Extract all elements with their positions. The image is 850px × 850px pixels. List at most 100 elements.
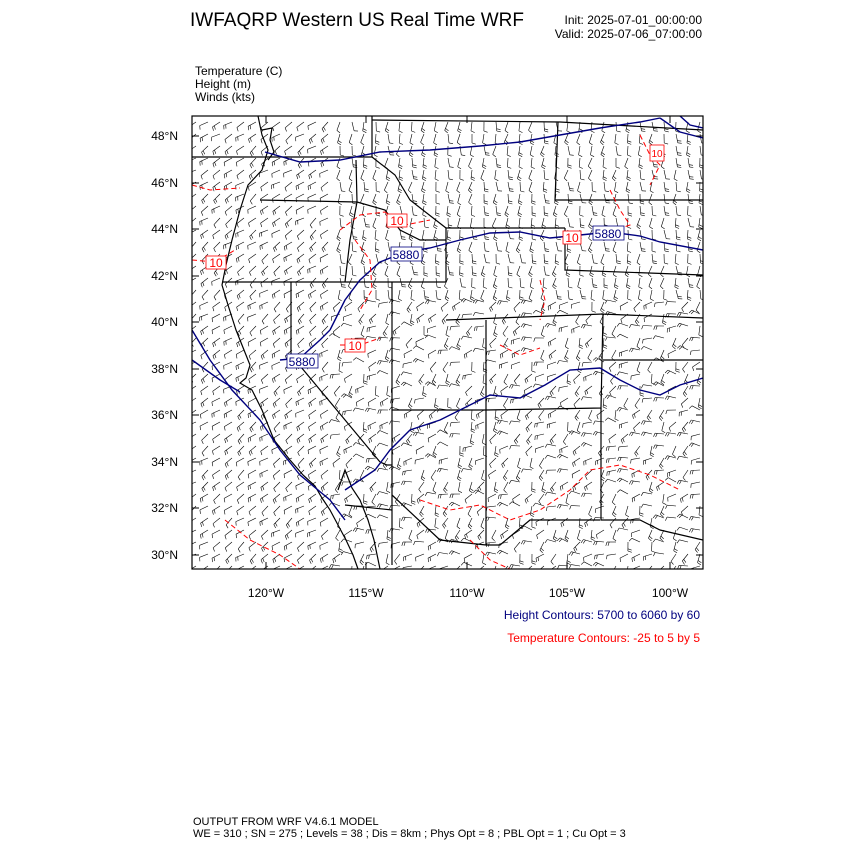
wind-barb-flag — [296, 522, 298, 527]
wind-barb-flag — [337, 248, 341, 252]
wind-barb — [503, 469, 509, 478]
wind-barb-flag — [664, 250, 669, 253]
wind-barb — [339, 217, 342, 227]
wind-barb-flag — [515, 477, 520, 482]
wind-barb — [434, 157, 437, 167]
wind-barb — [679, 539, 689, 543]
wind-barb-flag — [272, 414, 274, 419]
wind-barb-flag — [641, 250, 646, 252]
wind-barb — [559, 360, 569, 363]
wind-barb-flag — [686, 142, 691, 145]
wind-barb-flag — [272, 343, 275, 348]
wind-barb — [691, 481, 701, 485]
wind-barb-flag — [660, 382, 665, 386]
wind-barb-flag — [284, 535, 288, 540]
wind-barb-flag — [227, 571, 229, 575]
wind-barb-flag — [376, 514, 380, 519]
wind-barb — [468, 457, 473, 467]
wind-barb — [296, 517, 305, 523]
wind-barb-flag — [226, 474, 229, 479]
wind-barb — [211, 397, 221, 403]
wind-barb — [619, 371, 629, 375]
wind-barb-flag — [435, 190, 440, 193]
wind-barb — [320, 265, 329, 271]
wind-barb — [591, 205, 594, 215]
wind-barb-flag — [285, 524, 289, 529]
wind-barb-flag — [201, 200, 204, 205]
wind-barb — [199, 541, 209, 546]
wind-barb-flag — [641, 238, 646, 240]
wind-barb-flag — [346, 438, 350, 443]
wind-barb — [590, 145, 593, 155]
wind-barb — [627, 133, 629, 144]
wind-barb-flag — [259, 342, 262, 347]
wind-barb-flag — [647, 415, 651, 419]
wind-barb-flag — [251, 366, 254, 371]
wind-barb — [613, 565, 617, 569]
wind-barb-flag — [520, 347, 524, 352]
wind-barb-flag — [498, 550, 503, 555]
wind-barb-flag — [427, 438, 430, 443]
wind-barb-flag — [617, 446, 620, 451]
wind-barb-flag — [456, 535, 460, 539]
wind-barb — [547, 373, 557, 377]
wind-barb — [487, 493, 497, 499]
wind-barb — [247, 205, 257, 210]
wind-barb-flag — [214, 198, 218, 203]
wind-barb-flag — [574, 450, 577, 455]
wind-barb-flag — [617, 154, 622, 156]
wind-barb-flag — [612, 175, 617, 180]
wind-barb-flag — [551, 390, 554, 395]
wind-barb — [513, 541, 521, 550]
wind-barb-flag — [682, 477, 686, 481]
wind-barb-flag — [698, 406, 702, 410]
wind-barb-flag — [664, 128, 669, 130]
wind-barb — [212, 469, 221, 476]
wind-barb-flag — [358, 321, 362, 325]
wind-barb — [308, 397, 317, 404]
wind-barb-flag — [484, 202, 488, 205]
wind-barb-flag — [429, 545, 432, 550]
wind-barb — [348, 385, 353, 395]
wind-barb-flag — [653, 552, 656, 557]
wind-barb-flag — [506, 224, 510, 227]
wind-barb — [643, 457, 653, 462]
wind-barb-flag — [213, 224, 217, 229]
wind-barb — [272, 565, 281, 569]
wind-barb-flag — [676, 164, 682, 166]
wind-barb-flag — [297, 521, 300, 526]
wind-barb-flag — [442, 524, 446, 529]
wind-barb-flag — [460, 335, 464, 340]
wind-barb-flag — [422, 166, 427, 169]
wind-barb — [548, 349, 557, 356]
wind-barb — [667, 477, 677, 483]
wind-barb-flag — [427, 300, 430, 305]
wind-barb — [283, 421, 293, 426]
wind-barb — [517, 169, 521, 179]
wind-barb — [408, 229, 413, 239]
wind-barb-flag — [605, 541, 608, 546]
wind-barb-flag — [494, 572, 497, 575]
wind-barb-flag — [674, 284, 679, 287]
wind-barb-flag — [500, 391, 503, 396]
wind-barb-flag — [421, 154, 426, 158]
wind-barb — [192, 421, 197, 425]
wind-barb-flag — [397, 464, 402, 468]
wind-barb — [494, 133, 497, 144]
wind-barb — [639, 241, 642, 251]
wind-barb-flag — [373, 154, 378, 158]
wind-barb — [273, 385, 281, 393]
wind-barb-flag — [664, 262, 669, 265]
wind-barb-flag — [320, 139, 323, 144]
wind-barb-flag — [603, 404, 608, 407]
wind-barb-flag — [201, 137, 203, 142]
wind-barb-flag — [689, 528, 692, 533]
wind-barb-flag — [497, 300, 500, 305]
wind-barb-flag — [247, 438, 250, 443]
wind-barb — [601, 121, 605, 131]
wind-barb-flag — [697, 130, 701, 134]
wind-barb — [438, 493, 449, 495]
wind-barb-flag — [633, 308, 636, 313]
wind-barb-flag — [248, 379, 251, 384]
wind-barb-flag — [189, 271, 190, 275]
